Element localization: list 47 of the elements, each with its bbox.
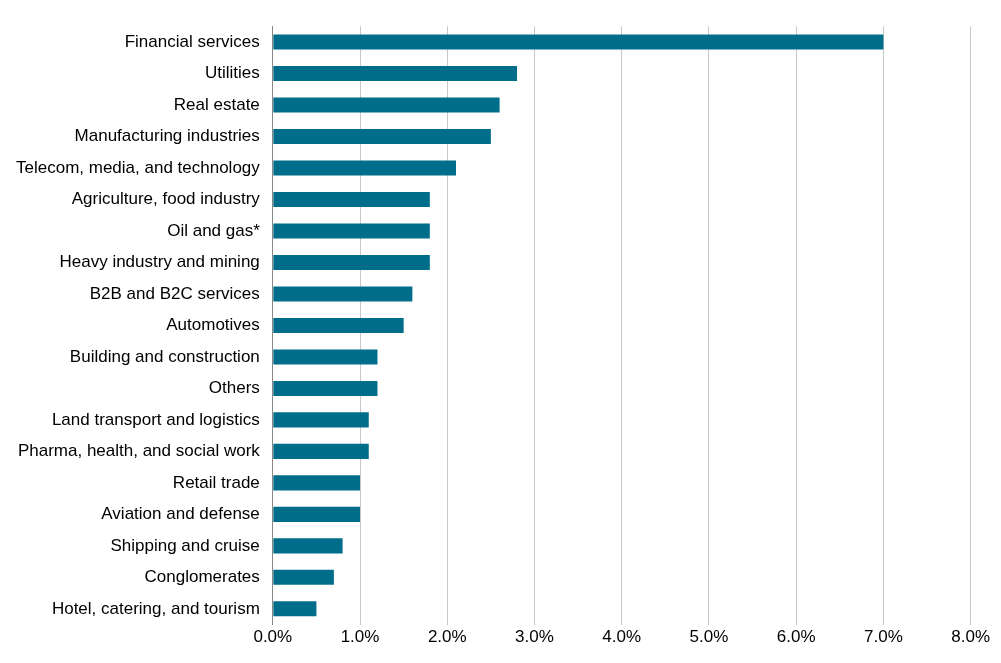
y-tick-label: Retail trade — [172, 472, 260, 492]
y-tick-label: Hotel, catering, and tourism — [51, 598, 260, 618]
y-tick-label: Heavy industry and mining — [59, 252, 260, 272]
x-tick-label: 1.0% — [340, 627, 380, 647]
y-tick-label: Manufacturing industries — [74, 126, 260, 146]
y-tick-label: Pharma, health, and social work — [17, 441, 261, 461]
bar — [273, 349, 378, 365]
bar — [273, 601, 317, 617]
y-tick-label: Utilities — [205, 63, 260, 83]
bar — [273, 475, 361, 491]
bar — [273, 34, 884, 50]
bar — [273, 317, 404, 333]
x-tick-label: 3.0% — [515, 627, 554, 647]
bar — [273, 506, 361, 522]
x-tick-label: 5.0% — [689, 627, 729, 647]
bar — [273, 443, 369, 459]
x-tick-label: 2.0% — [427, 627, 467, 647]
y-tick-label: Real estate — [173, 94, 260, 114]
y-tick-label: Oil and gas* — [167, 220, 261, 240]
y-tick-label: B2B and B2C services — [89, 283, 260, 303]
bar — [273, 380, 378, 396]
y-tick-label: Others — [208, 378, 260, 398]
bar — [273, 160, 456, 176]
bar — [273, 286, 413, 302]
x-tick-label: 8.0% — [951, 627, 990, 647]
x-tick-label: 4.0% — [602, 627, 642, 647]
bar — [273, 97, 500, 113]
x-tick-label: 7.0% — [864, 627, 903, 647]
bar — [273, 569, 334, 585]
x-tick-label: 6.0% — [776, 627, 816, 647]
bar — [273, 538, 343, 554]
bar — [273, 191, 430, 207]
y-tick-label: Financial services — [124, 31, 260, 51]
x-tick-label: 0.0% — [253, 627, 293, 647]
bar — [273, 65, 518, 81]
y-tick-label: Land transport and logistics — [51, 409, 260, 429]
bar — [273, 412, 369, 428]
y-tick-label: Telecom, media, and technology — [16, 157, 261, 177]
y-tick-label: Shipping and cruise — [110, 535, 260, 555]
bar — [273, 223, 430, 239]
y-tick-label: Conglomerates — [144, 567, 260, 587]
bar — [273, 254, 430, 270]
y-tick-label: Agriculture, food industry — [71, 189, 261, 209]
y-tick-label: Automotives — [166, 315, 260, 335]
y-tick-label: Building and construction — [69, 346, 260, 366]
y-tick-label: Aviation and defense — [101, 504, 260, 524]
bar — [273, 128, 491, 144]
